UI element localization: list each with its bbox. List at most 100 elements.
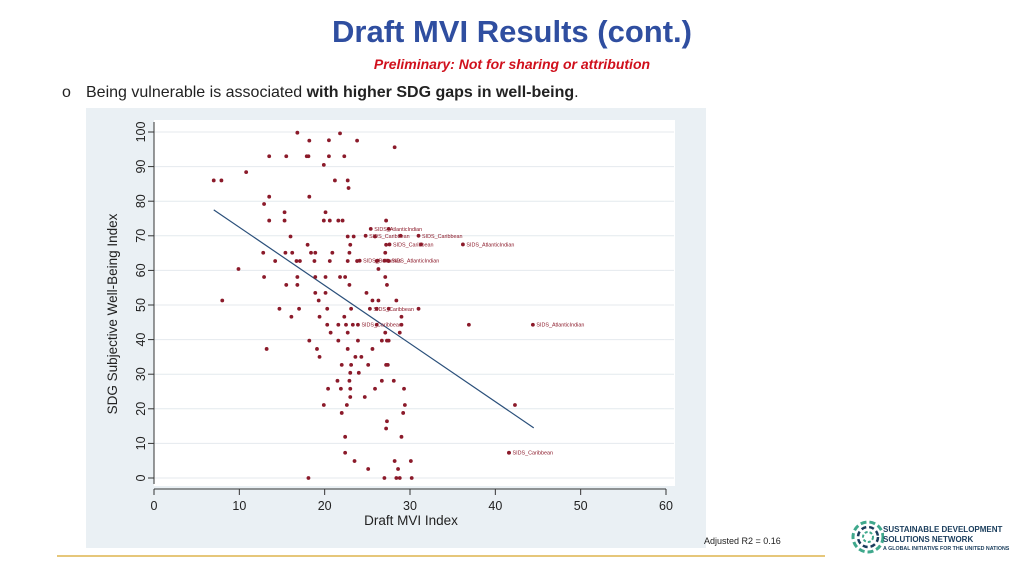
scatter-point [236, 267, 241, 271]
scatter-point [349, 362, 354, 367]
scatter-point [356, 338, 360, 343]
scatter-point [333, 178, 337, 183]
point-label: SIDS_AtlanticIndian [374, 227, 422, 233]
scatter-point [345, 330, 350, 335]
point-label: SIDS_Caribbean [512, 451, 552, 457]
x-tick-label: 50 [574, 499, 588, 513]
scatter-point [335, 378, 340, 383]
scatter-chart: 0 10 20 30 40 50 60 70 80 90 100 0 10 20 30 40 50 60 SIDS… [105, 120, 675, 528]
point-label: SIDS_Caribbean [373, 307, 413, 313]
scatter-point [370, 347, 375, 351]
page-subtitle: Preliminary: Not for sharing or attribut… [373, 56, 651, 72]
x-tick-label: 60 [659, 499, 673, 513]
logo-line-2: SOLUTIONS NETWORK [883, 535, 974, 544]
scatter-point [355, 138, 359, 143]
scatter-point [345, 259, 350, 263]
scatter-point [376, 298, 381, 303]
scatter-point [397, 476, 402, 480]
scatter-point [396, 467, 400, 471]
adjusted-r2-note: Adjusted R2 = 0.16 [704, 536, 781, 546]
scatter-point [313, 275, 318, 279]
scatter-point [344, 403, 349, 407]
bullet-point: o Being vulnerable is associated with hig… [62, 84, 579, 102]
scatter-point [323, 290, 328, 295]
scatter-point [394, 476, 399, 480]
scatter-point [359, 355, 364, 359]
scatter-point [384, 242, 389, 247]
sdsn-ring-icon [851, 520, 884, 554]
scatter-point [385, 419, 389, 424]
bullet-mark: o [62, 84, 71, 101]
scatter-point [295, 275, 300, 279]
scatter-point [295, 130, 300, 135]
point-label: SIDS_Caribbean [361, 323, 401, 329]
scatter-point [347, 250, 352, 255]
point-label: SIDS_Caribbean [369, 234, 409, 240]
scatter-point [374, 306, 379, 311]
scatter-point [305, 242, 310, 247]
scatter-point [282, 210, 287, 215]
scatter-point [336, 338, 341, 343]
scatter-point [273, 259, 278, 263]
y-tick-label: 80 [134, 194, 148, 208]
scatter-point [386, 226, 391, 231]
scatter-point [346, 186, 351, 190]
scatter-point [330, 250, 335, 255]
scatter-point [384, 426, 389, 431]
scatter-point [385, 362, 390, 367]
y-tick-label: 60 [134, 263, 148, 277]
scatter-point [398, 233, 403, 238]
scatter-point [348, 242, 353, 247]
scatter-point [419, 242, 423, 247]
scatter-point [348, 395, 353, 399]
scatter-point [261, 250, 266, 255]
logo-line-1: SUSTAINABLE DEVELOPMENT [883, 525, 1003, 534]
scatter-point [379, 378, 384, 383]
scatter-point [370, 298, 375, 303]
scatter-point [368, 226, 373, 231]
scatter-point [383, 275, 388, 279]
footer-rule [57, 555, 825, 557]
scatter-point [307, 194, 312, 199]
scatter-point [342, 154, 347, 159]
scatter-point [350, 322, 355, 327]
scatter-point [416, 306, 421, 311]
scatter-point [317, 314, 322, 319]
scatter-point [348, 370, 353, 375]
scatter-point [283, 250, 288, 255]
scatter-point [385, 258, 390, 263]
scatter-point [325, 322, 330, 327]
y-tick-label: 40 [134, 333, 148, 347]
scatter-point [356, 322, 360, 327]
scatter-point [312, 259, 317, 263]
scatter-point [290, 250, 295, 255]
bullet-text: Being vulnerable is associated [86, 84, 307, 101]
bullet-text-end: . [574, 84, 579, 101]
scatter-point [349, 306, 354, 311]
scatter-point [288, 234, 293, 239]
scatter-point [385, 283, 389, 287]
scatter-point [345, 347, 350, 351]
scatter-point [367, 306, 372, 311]
scatter-point [338, 386, 343, 391]
scatter-point [336, 218, 341, 223]
scatter-point [244, 170, 249, 175]
logo-line-3: A GLOBAL INITIATIVE FOR THE UNITED NATIO… [883, 546, 1010, 552]
scatter-point [399, 322, 404, 327]
scatter-point [343, 434, 348, 439]
scatter-point [461, 242, 465, 247]
scatter-point [513, 403, 517, 407]
x-tick-label: 20 [318, 499, 332, 513]
scatter-point [327, 138, 331, 143]
scatter-point [340, 218, 345, 223]
scatter-point [383, 330, 388, 335]
scatter-point [267, 218, 272, 223]
scatter-point [294, 259, 299, 263]
scatter-point [338, 275, 342, 279]
scatter-point [356, 370, 361, 375]
scatter-point [327, 218, 332, 223]
scatter-point [277, 306, 282, 311]
scatter-point [344, 322, 348, 327]
scatter-point [298, 259, 302, 263]
scatter-point [382, 258, 387, 263]
